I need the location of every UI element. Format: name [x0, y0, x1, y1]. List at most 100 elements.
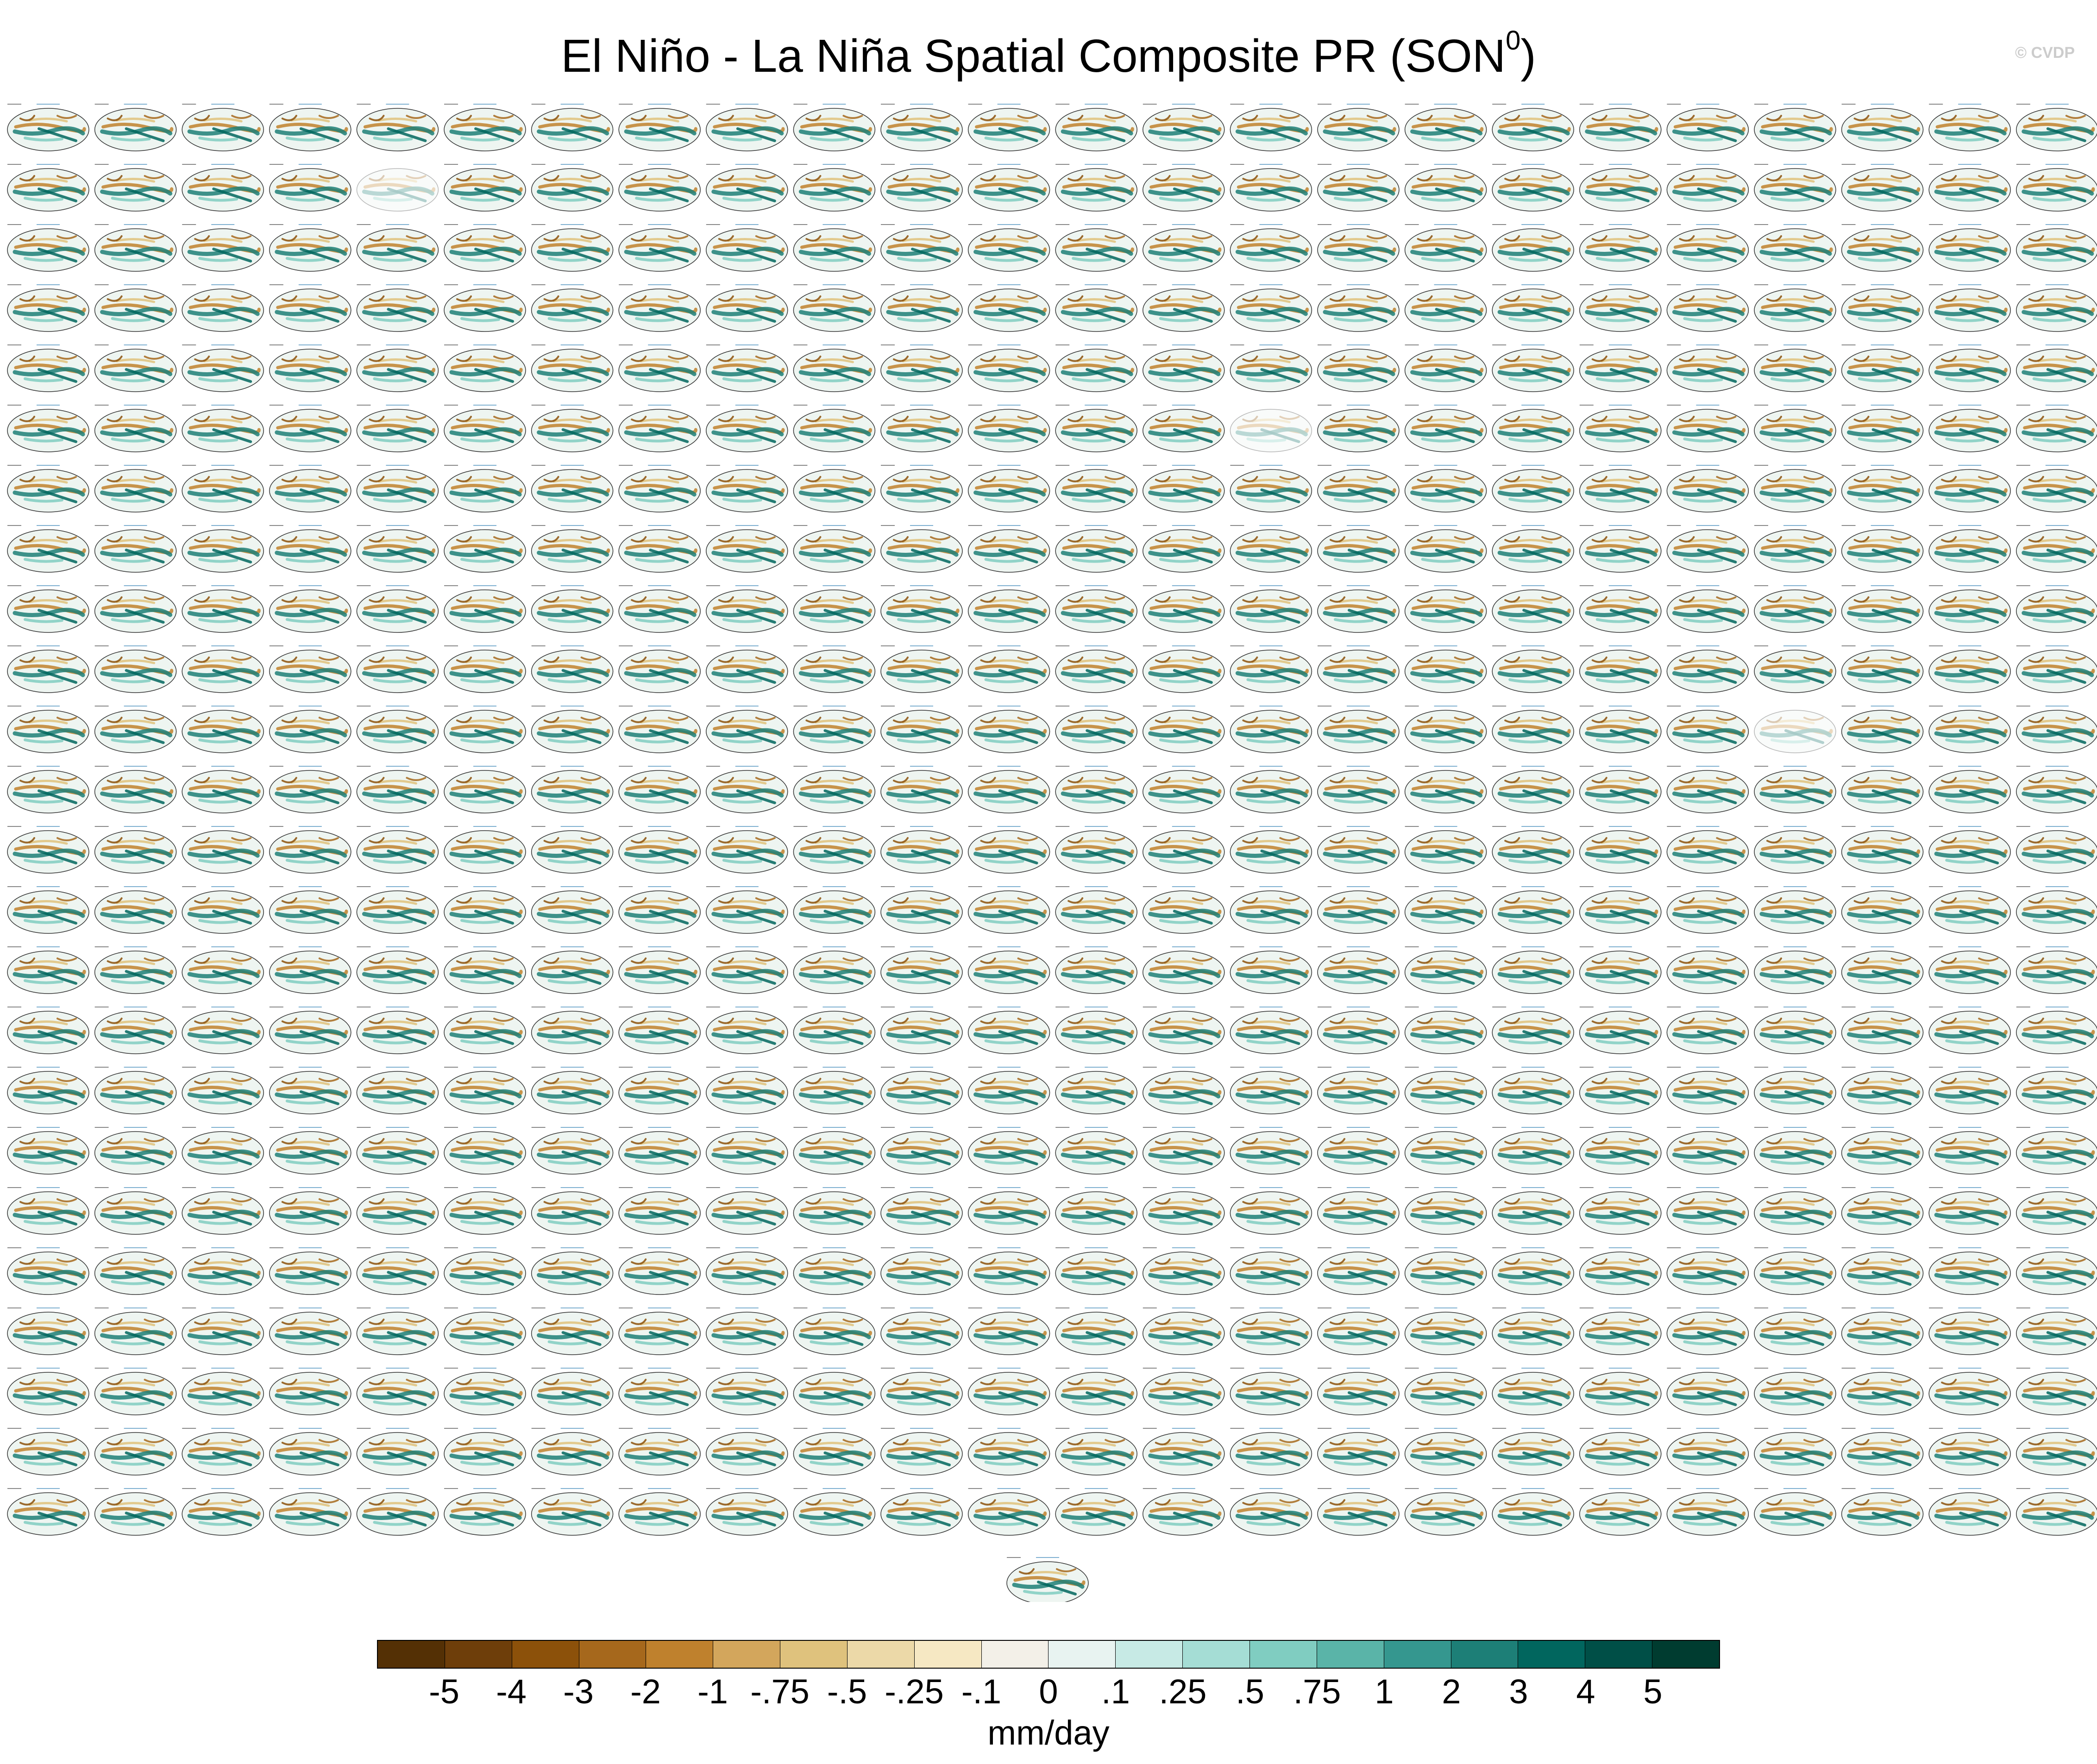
map-panel	[95, 405, 176, 452]
map-panel	[1230, 1007, 1312, 1054]
map-panel	[1318, 1127, 1399, 1174]
map-panel	[444, 525, 526, 572]
map-panel	[1580, 284, 1661, 332]
map-panel	[1929, 1428, 2010, 1475]
map-panel	[270, 585, 351, 632]
map-panel	[1405, 1007, 1487, 1054]
map-panel	[444, 1428, 526, 1475]
map-panel	[706, 1307, 788, 1355]
map-panel	[706, 344, 788, 392]
map-panel	[2016, 1127, 2097, 1174]
map-panel	[1842, 1307, 1923, 1355]
colorbar-swatch	[1317, 1641, 1384, 1668]
map-panel	[2016, 1067, 2097, 1114]
map-panel	[1492, 1187, 1574, 1234]
map-panel	[1055, 344, 1137, 392]
colorbar-tick-label: -.1	[961, 1672, 1002, 1711]
map-panel	[444, 645, 526, 693]
map-panel	[1842, 706, 1923, 753]
map-panel	[182, 344, 264, 392]
map-panel	[793, 766, 875, 813]
map-panel	[444, 826, 526, 873]
map-panel	[706, 1488, 788, 1535]
map-panel	[532, 465, 613, 512]
map-panel	[1230, 224, 1312, 271]
map-panel	[706, 706, 788, 753]
map-panel	[1055, 1067, 1137, 1114]
map-panel	[706, 1007, 788, 1054]
map-panel	[1318, 1187, 1399, 1234]
map-panel	[1842, 1067, 1923, 1114]
map-panel	[270, 1488, 351, 1535]
map-panel	[1492, 1307, 1574, 1355]
map-panel	[881, 224, 962, 271]
map-panel	[1405, 1187, 1487, 1234]
map-panel	[881, 706, 962, 753]
map-panel	[1143, 1127, 1224, 1174]
map-panel	[1492, 886, 1574, 933]
map-panel	[706, 465, 788, 512]
map-panel	[968, 344, 1050, 392]
map-panel	[1405, 1368, 1487, 1415]
map-panel	[1055, 525, 1137, 572]
map-panel	[1230, 826, 1312, 873]
map-panel	[1230, 706, 1312, 753]
map-panel	[95, 284, 176, 332]
map-panel	[793, 465, 875, 512]
map-panel	[1580, 1187, 1661, 1234]
map-panel	[1667, 284, 1748, 332]
map-panel	[1055, 465, 1137, 512]
map-panel	[2016, 465, 2097, 512]
map-panel	[1055, 946, 1137, 994]
map-panel	[1492, 1488, 1574, 1535]
map-panel	[357, 344, 438, 392]
map-panel	[1143, 1428, 1224, 1475]
map-panel	[881, 1247, 962, 1295]
map-panel	[881, 1187, 962, 1234]
colorbar-tick-label: -.75	[750, 1672, 810, 1711]
map-panel	[1318, 525, 1399, 572]
map-panel	[270, 1307, 351, 1355]
map-panel	[1929, 1187, 2010, 1234]
map-panel	[7, 1127, 89, 1174]
map-panel	[532, 1007, 613, 1054]
map-panel	[357, 1368, 438, 1415]
map-panel	[182, 525, 264, 572]
map-panel	[1055, 1428, 1137, 1475]
map-panel	[619, 525, 700, 572]
map-panel	[881, 766, 962, 813]
map-panel	[270, 1067, 351, 1114]
map-panel	[1667, 525, 1748, 572]
map-panel	[270, 1368, 351, 1415]
map-panel	[1842, 1428, 1923, 1475]
colorbar-tick-label: -4	[496, 1672, 527, 1711]
map-panel	[1055, 1007, 1137, 1054]
map-panel	[182, 104, 264, 151]
map-panel	[881, 525, 962, 572]
map-panel	[619, 946, 700, 994]
colorbar-tick-label: 3	[1509, 1672, 1528, 1711]
map-panel	[7, 284, 89, 332]
map-panel	[1929, 585, 2010, 632]
map-panel	[1143, 164, 1224, 211]
map-panel	[1318, 465, 1399, 512]
map-panel	[1143, 1067, 1224, 1114]
map-panel	[793, 405, 875, 452]
colorbar-tick-label: -2	[630, 1672, 661, 1711]
map-panel	[1929, 1067, 2010, 1114]
map-panel	[1754, 344, 1836, 392]
map-panel	[706, 284, 788, 332]
map-panel	[1318, 224, 1399, 271]
map-panel	[532, 585, 613, 632]
map-panel	[619, 1428, 700, 1475]
map-panel	[270, 946, 351, 994]
colorbar-swatch	[579, 1641, 647, 1668]
map-panel	[1230, 1428, 1312, 1475]
map-panel	[968, 706, 1050, 753]
map-panel	[1055, 886, 1137, 933]
map-panel	[1143, 525, 1224, 572]
map-panel	[95, 1488, 176, 1535]
map-panel	[357, 525, 438, 572]
map-panel	[1230, 946, 1312, 994]
map-panel	[1580, 465, 1661, 512]
